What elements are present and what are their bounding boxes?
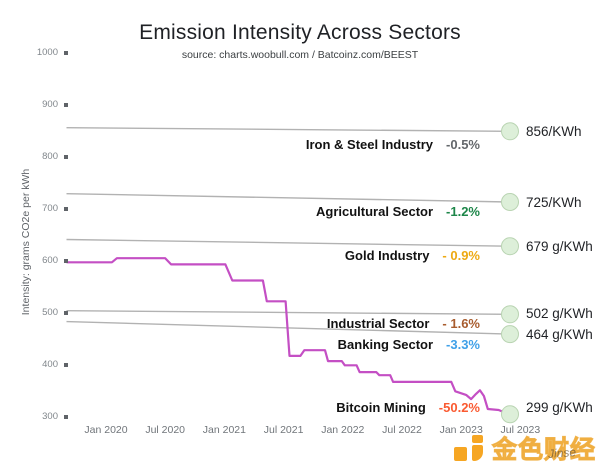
logo-block bbox=[471, 435, 483, 443]
x-tick-label: Jan 2021 bbox=[202, 424, 246, 436]
y-tick-label-1000: 1000 bbox=[36, 47, 58, 59]
x-tick-label: Jul 2021 bbox=[263, 424, 304, 436]
y-tick-label-900: 900 bbox=[42, 99, 58, 111]
jinse-logo-icon bbox=[453, 435, 483, 461]
chart-source: source: charts.woobull.com / Batcoinz.co… bbox=[181, 49, 419, 61]
series-endpoint-industrial bbox=[501, 305, 519, 324]
x-tick-label: Jan 2022 bbox=[321, 424, 365, 436]
sector-label-industrial: Industrial Sector - 1.6% bbox=[150, 316, 480, 331]
y-tick-mark bbox=[64, 155, 68, 160]
sector-change-gold: - 0.9% bbox=[442, 248, 480, 263]
sector-label-iron: Iron & Steel Industry -0.5% bbox=[150, 137, 480, 152]
series-endpoint-agricultural bbox=[501, 193, 519, 211]
y-tick-mark bbox=[64, 363, 68, 368]
sector-label-banking: Banking Sector -3.3% bbox=[150, 337, 480, 352]
x-tick-label: Jul 2022 bbox=[382, 424, 422, 436]
sector-label-agricultural: Agricultural Sector -1.2% bbox=[150, 204, 480, 219]
y-tick-label-600: 600 bbox=[42, 255, 58, 267]
watermark-text: 金色财经 bbox=[491, 436, 596, 465]
value-label-industrial: 502 g/KWh bbox=[526, 306, 593, 321]
logo-block bbox=[471, 445, 483, 461]
sector-change-bitcoin: -50.2% bbox=[438, 400, 480, 415]
sector-name-industrial: Industrial Sector bbox=[326, 316, 430, 331]
series-endpoint-bitcoin bbox=[501, 405, 519, 424]
y-tick-label-300: 300 bbox=[42, 411, 58, 423]
y-tick-label-700: 700 bbox=[42, 203, 58, 215]
series-line-agricultural bbox=[66, 193, 509, 203]
y-tick-mark bbox=[64, 415, 68, 420]
y-tick-mark bbox=[64, 207, 68, 212]
sector-label-bitcoin: Bitcoin Mining -50.2% bbox=[150, 400, 480, 415]
value-label-banking: 464 g/KWh bbox=[526, 327, 593, 342]
series-endpoint-banking bbox=[501, 325, 519, 344]
series-line-industrial bbox=[66, 310, 509, 315]
sector-name-bitcoin: Bitcoin Mining bbox=[336, 400, 426, 415]
x-tick-label: Jul 2023 bbox=[500, 424, 541, 436]
sector-name-iron: Iron & Steel Industry bbox=[305, 137, 434, 152]
sector-change-iron: -0.5% bbox=[446, 137, 480, 152]
y-tick-label-500: 500 bbox=[42, 307, 58, 319]
sector-change-agricultural: -1.2% bbox=[446, 204, 480, 219]
sector-name-gold: Gold Industry bbox=[344, 248, 430, 263]
y-tick-mark bbox=[64, 103, 68, 108]
sector-name-agricultural: Agricultural Sector bbox=[316, 204, 434, 219]
chart-title: Emission Intensity Across Sectors bbox=[139, 21, 461, 44]
x-tick-label: Jul 2020 bbox=[145, 424, 186, 436]
sector-label-gold: Gold Industry - 0.9% bbox=[150, 248, 480, 263]
y-tick-label-800: 800 bbox=[42, 151, 58, 163]
sector-change-banking: -3.3% bbox=[446, 337, 480, 352]
value-label-bitcoin: 299 g/KWh bbox=[526, 400, 593, 415]
y-tick-label-400: 400 bbox=[42, 359, 58, 371]
sector-name-banking: Banking Sector bbox=[337, 337, 434, 352]
series-endpoint-gold bbox=[501, 237, 519, 256]
series-endpoint-iron bbox=[501, 122, 519, 141]
logo-block bbox=[453, 447, 467, 461]
x-tick-label: Jan 2020 bbox=[84, 424, 128, 436]
watermark: 金色财经 Jinse bbox=[453, 430, 596, 466]
y-tick-mark bbox=[64, 259, 68, 264]
x-tick-label: Jan 2023 bbox=[439, 424, 483, 436]
value-label-iron: 856/KWh bbox=[526, 124, 582, 139]
series-line-gold bbox=[66, 238, 509, 247]
series-line-iron bbox=[66, 127, 509, 132]
y-tick-mark bbox=[64, 51, 68, 56]
watermark-script: Jinse bbox=[547, 445, 577, 461]
sector-change-industrial: - 1.6% bbox=[442, 316, 480, 331]
y-tick-mark bbox=[64, 311, 68, 316]
value-label-gold: 679 g/KWh bbox=[526, 239, 593, 254]
series-line-bitcoin bbox=[66, 257, 510, 416]
value-label-agricultural: 725/KWh bbox=[526, 195, 582, 210]
